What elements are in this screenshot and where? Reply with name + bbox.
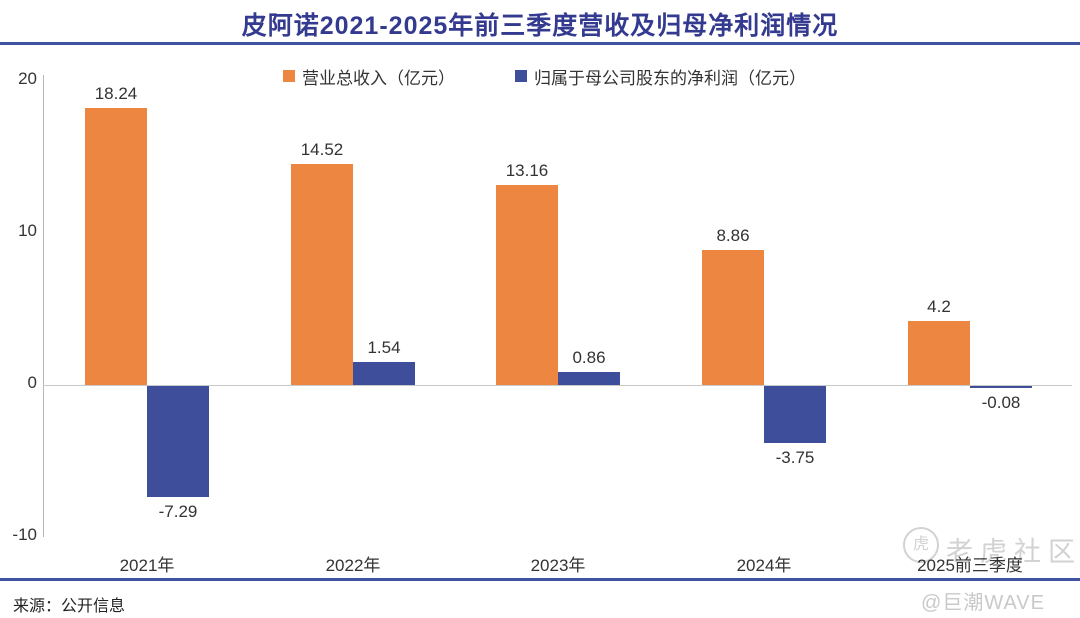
y-tick-0: 0	[27, 373, 37, 392]
bar-series1-2025前三季度	[970, 386, 1032, 388]
bar-series1-2021年	[147, 386, 209, 497]
y-axis-line	[43, 75, 44, 537]
bottom-divider	[0, 578, 1080, 581]
value-label-series1-2025前三季度: -0.08	[981, 393, 1021, 412]
zero-baseline	[43, 385, 1072, 386]
top-divider	[0, 42, 1080, 45]
y-tick-10: 10	[18, 221, 37, 240]
chart-title: 皮阿诺2021-2025年前三季度营收及归母净利润情况	[241, 12, 839, 40]
value-label-series1-2021年: -7.29	[158, 501, 198, 521]
value-label-series0-2021年: 18.24	[94, 83, 138, 103]
bar-series0-2023年	[496, 184, 558, 385]
value-label-series0-2022年: 14.52	[300, 140, 344, 160]
tiger-community-logo-icon: 虎	[903, 527, 939, 563]
source-note: 来源：公开信息	[13, 598, 126, 615]
legend-label-revenue: 营业总收入（亿元）	[302, 68, 455, 88]
legend-item-profit: 归属于母公司股东的净利润（亿元）	[515, 66, 806, 88]
x-label-2022年: 2022年	[325, 556, 381, 575]
x-label-2025前三季度: 2025前三季度	[917, 556, 1023, 575]
value-label-series1-2023年: 0.86	[572, 347, 606, 367]
y-tick-20: 20	[18, 69, 37, 88]
y-tick--10: -10	[12, 525, 37, 544]
legend-label-profit: 归属于母公司股东的净利润（亿元）	[534, 68, 806, 88]
watermark-community-text: 老虎社区	[946, 537, 1080, 567]
value-label-series1-2022年: 1.54	[367, 337, 401, 357]
bar-series1-2022年	[353, 361, 415, 385]
value-label-series1-2024年: -3.75	[775, 448, 815, 467]
watermark-handle: @巨潮WAVE	[921, 592, 1045, 614]
bar-series1-2023年	[558, 371, 620, 385]
x-label-2021年: 2021年	[119, 556, 175, 575]
value-label-series0-2025前三季度: 4.2	[927, 297, 951, 317]
x-label-2023年: 2023年	[530, 556, 586, 575]
legend-swatch-profit	[515, 70, 527, 82]
bar-series0-2025前三季度	[908, 321, 970, 385]
bar-series1-2024年	[764, 386, 826, 443]
legend-swatch-revenue	[283, 70, 295, 82]
bar-series0-2022年	[291, 164, 353, 385]
value-label-series0-2024年: 8.86	[716, 226, 750, 246]
x-label-2024年: 2024年	[736, 556, 792, 575]
value-label-series0-2023年: 13.16	[505, 160, 549, 180]
bar-series0-2021年	[85, 107, 147, 385]
legend-item-revenue: 营业总收入（亿元）	[283, 66, 455, 88]
bar-series0-2024年	[702, 250, 764, 385]
